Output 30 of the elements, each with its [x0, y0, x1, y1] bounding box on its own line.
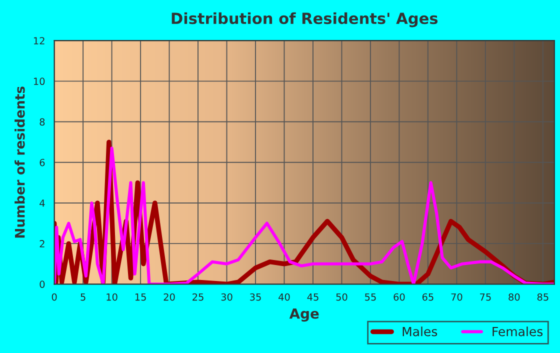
y-tick-label: 6 — [40, 158, 45, 166]
x-tick-label: 80 — [508, 293, 520, 301]
x-tick-label: 55 — [365, 293, 376, 301]
x-tick-label: 45 — [307, 293, 318, 301]
x-tick-label: 60 — [394, 293, 405, 301]
y-tick-label: 2 — [40, 240, 44, 248]
x-tick-label: 10 — [106, 293, 118, 301]
x-tick-label: 5 — [80, 293, 86, 301]
x-tick-label: 25 — [192, 293, 204, 301]
x-tick-label: 65 — [422, 293, 434, 301]
x-tick-label: 40 — [278, 293, 290, 301]
x-tick-label: 15 — [135, 293, 146, 301]
chart-title: Distribution of Residents' Ages — [172, 12, 438, 28]
legend-label: Males — [402, 326, 438, 336]
x-tick-label: 75 — [480, 293, 491, 301]
x-tick-label: 30 — [221, 293, 232, 301]
x-axis-title: Age — [289, 308, 319, 322]
y-tick-label: 12 — [34, 37, 44, 44]
x-tick-label: 50 — [336, 293, 348, 301]
x-tick-label: 70 — [451, 293, 462, 301]
y-tick-label: 4 — [40, 200, 45, 207]
x-tick-label: 35 — [250, 293, 261, 301]
x-tick-label: 85 — [537, 293, 548, 301]
legend-label: Females — [492, 326, 543, 336]
x-tick-label: 20 — [164, 293, 175, 301]
y-tick-label: 0 — [40, 280, 45, 288]
y-tick-label: 10 — [34, 78, 45, 86]
x-tick-label: 0 — [52, 293, 57, 301]
y-tick-label: 8 — [40, 118, 45, 126]
y-axis-title: Number of residents — [14, 86, 25, 238]
